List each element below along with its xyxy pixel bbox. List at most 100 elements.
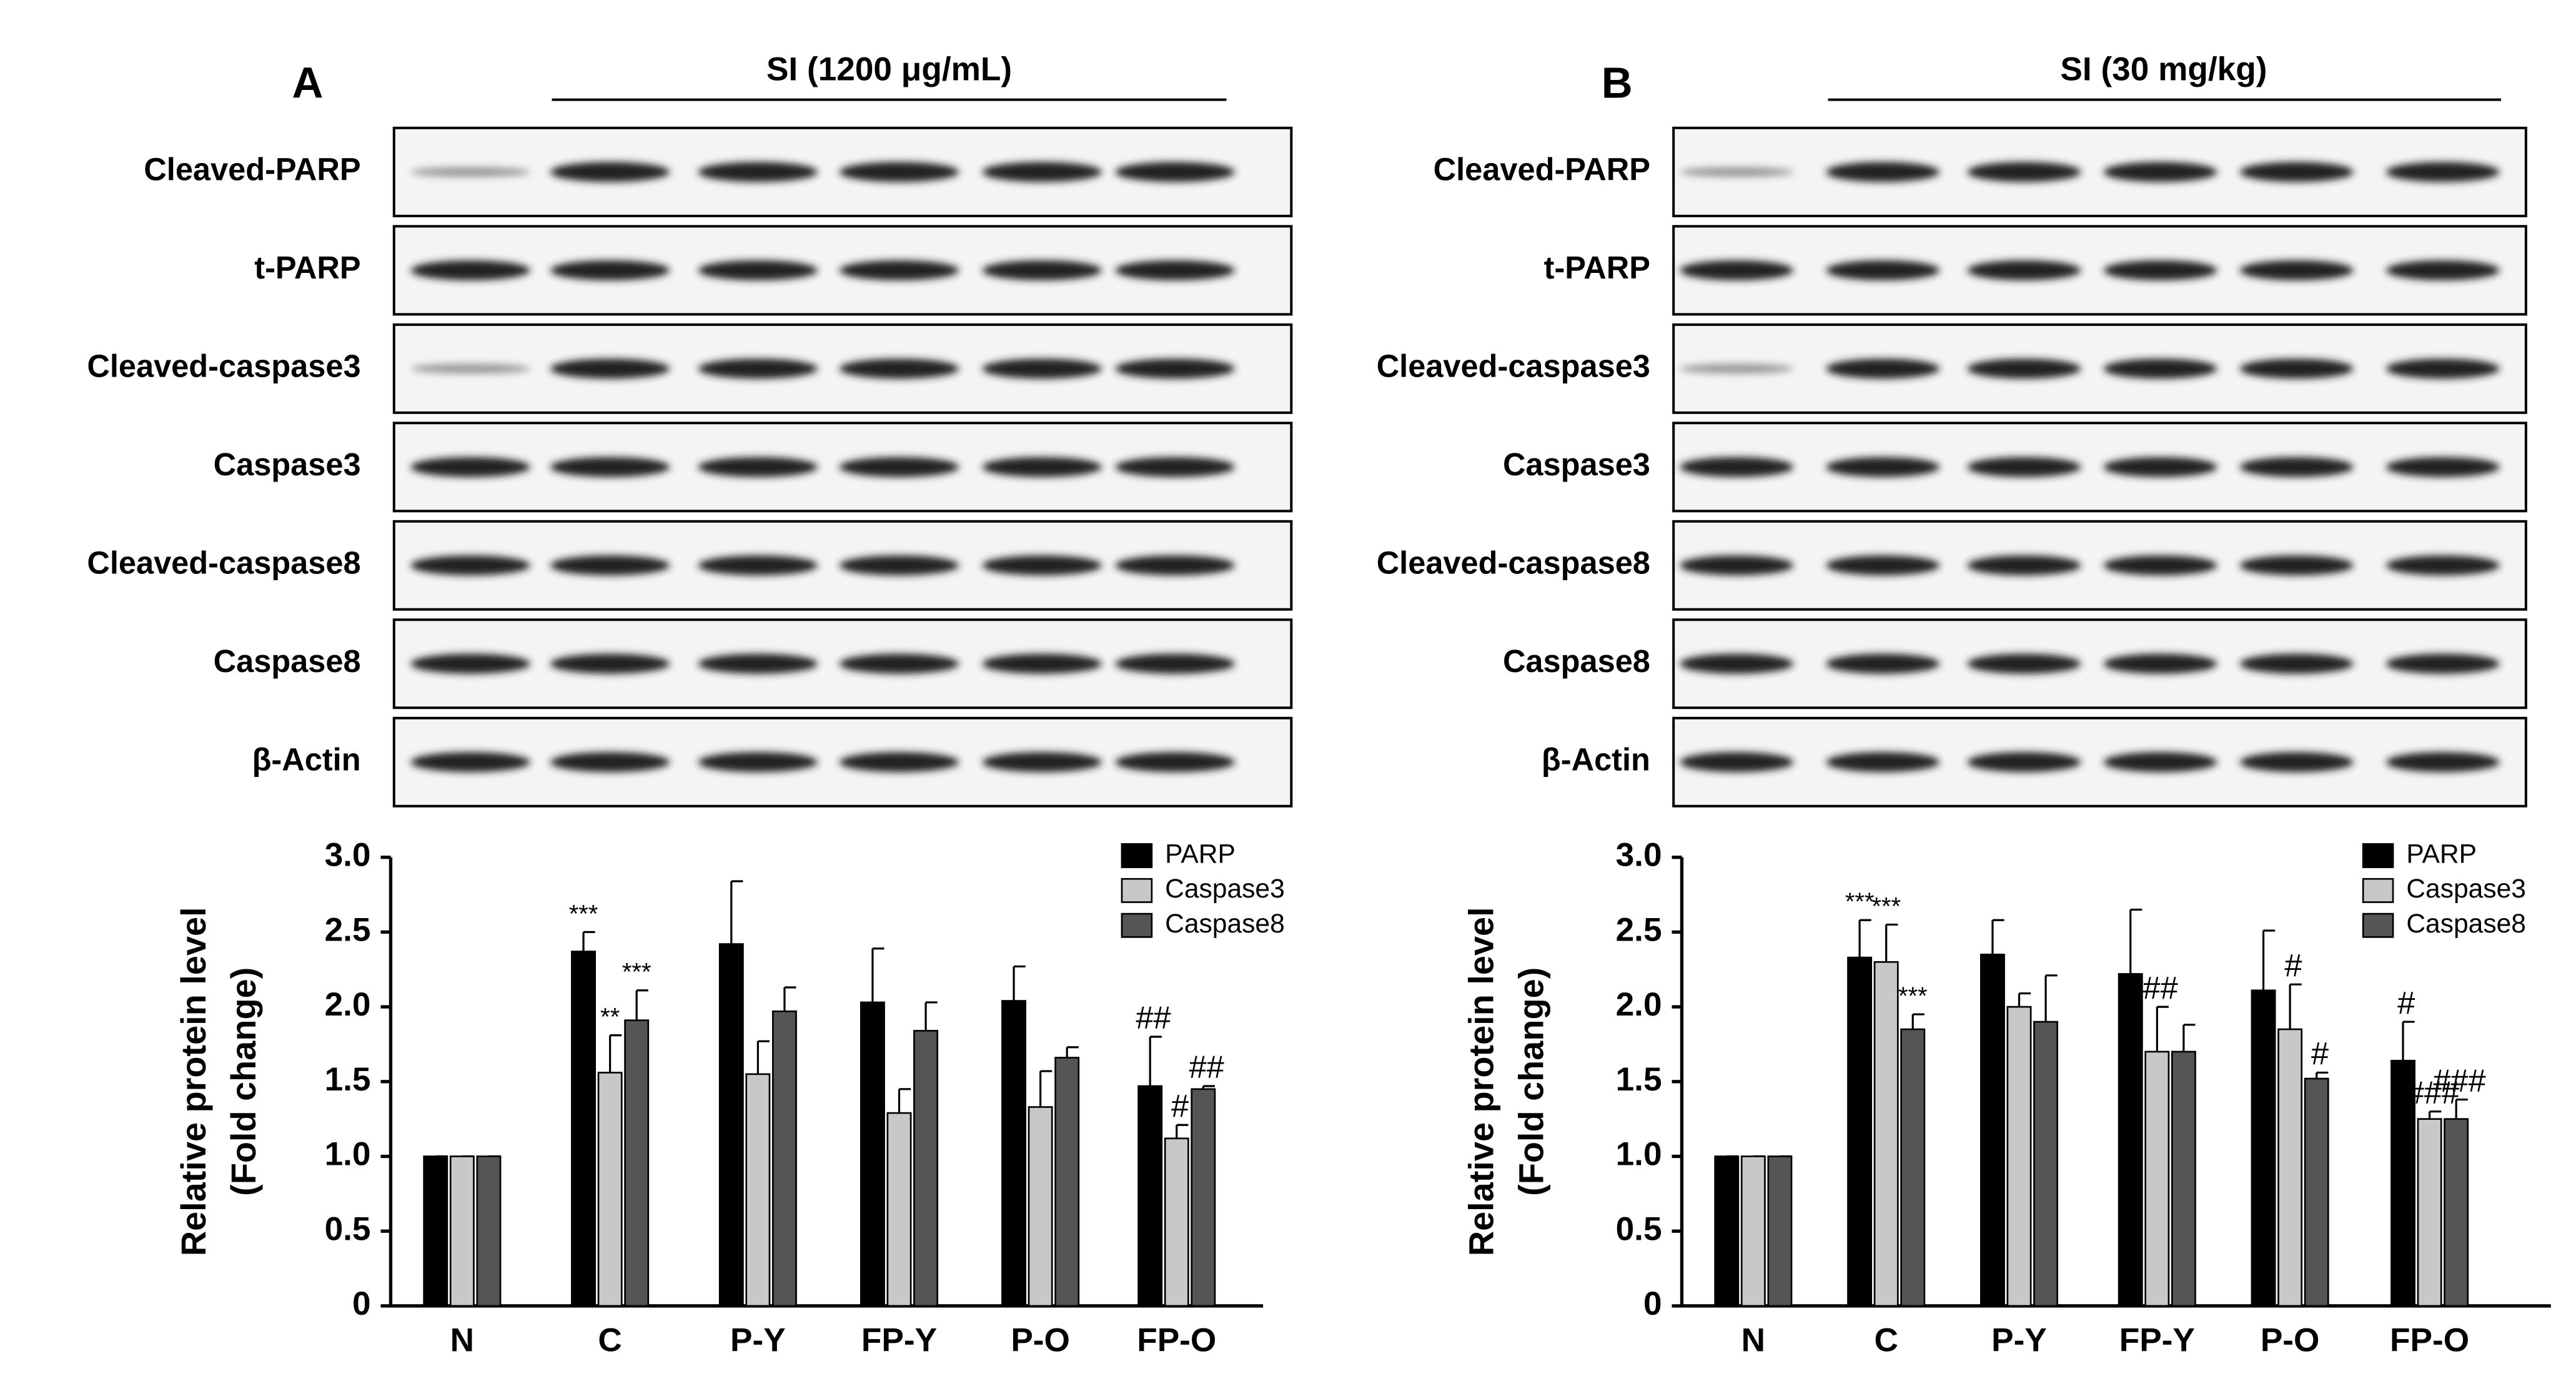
bar [2444,1118,2469,1307]
legend-label: Caspase8 [2406,909,2526,939]
x-tick-label: C [598,1322,622,1359]
blot-band [1680,167,1794,177]
blot-band [1680,653,1794,674]
bar [2304,1077,2329,1307]
bar [1054,1057,1080,1307]
y-tick-label: 1.5 [1616,1061,1662,1098]
blot-band [1680,555,1794,576]
bar [2118,973,2143,1307]
blot-band [1115,457,1235,477]
blot-band [1826,653,1940,674]
bar [913,1030,939,1307]
x-tick-label: P-Y [730,1322,786,1359]
legend-swatch [2362,877,2394,903]
blot-band [550,555,670,576]
bar [1028,1106,1053,1307]
blot-band [1680,363,1794,374]
blot-label: Cleaved-caspase3 [87,348,360,384]
blot-band [550,752,670,773]
blot-band [839,457,959,477]
y-tick-label: 0.5 [1616,1210,1662,1247]
blot-band [982,358,1102,379]
blot-label: Cleaved-caspase8 [87,545,360,581]
blot-band [410,653,530,674]
significance-label: ### [2433,1062,2485,1098]
legend-label: PARP [1165,839,1236,869]
bar [2033,1021,2059,1307]
header: SI (1200 μg/mL) [766,51,1012,87]
significance-label: ** [600,1004,620,1031]
significance-label: *** [1898,982,1928,1010]
significance-label: # [2284,947,2302,983]
significance-label: # [2311,1035,2329,1071]
blot-label: Caspase3 [1503,447,1650,482]
blot-band [982,162,1102,182]
blot-band [1115,260,1235,280]
bar [1191,1088,1216,1307]
blot-band [1826,162,1940,182]
legend-label: Caspase3 [2406,874,2526,904]
blot-label: Cleaved-PARP [1434,152,1650,187]
blot-band [1967,457,2081,477]
blot-band [982,752,1102,773]
blot-band [2385,260,2500,280]
significance-label: ## [1136,1000,1171,1035]
blot-band [698,555,818,576]
blot-label: t-PARP [1544,250,1650,285]
blot-band [1826,752,1940,773]
x-tick-label: N [1741,1322,1765,1359]
blot-label: β-Actin [252,742,361,778]
blot-band [2239,653,2354,674]
x-tick-label: FP-Y [2119,1322,2195,1359]
bar [1900,1028,1926,1307]
bar [597,1072,623,1307]
legend-swatch [2362,912,2394,938]
header: SI (30 mg/kg) [2060,51,2267,87]
blot-band [2239,457,2354,477]
x-tick-label: FP-O [2390,1322,2469,1359]
blot-band [2239,555,2354,576]
blot-band [982,555,1102,576]
legend-swatch [1121,912,1153,938]
blot-band [2385,358,2500,379]
legend-swatch [2362,843,2394,868]
y-tick-label: 1.0 [325,1136,371,1173]
blot-band [2103,358,2217,379]
blot-frame [1672,716,2527,808]
blot-band [410,457,530,477]
blot-band [410,752,530,773]
blot-label: Cleaved-PARP [144,152,360,187]
blot-band [410,260,530,280]
bar [1001,1000,1027,1307]
y-tick-label: 1.5 [325,1061,371,1098]
bar [571,951,597,1307]
blot-band [550,358,670,379]
blot-band [698,260,818,280]
y-axis-label: (Fold change) [1511,967,1550,1196]
blot-band [1826,457,1940,477]
legend-swatch [1121,877,1153,903]
y-tick-label: 2.5 [1616,911,1662,948]
blot-label: β-Actin [1542,742,1650,778]
blot-label: t-PARP [254,250,360,285]
blot-band [1826,260,1940,280]
blot-band [839,162,959,182]
blot-band [2103,162,2217,182]
legend-swatch [1121,843,1153,868]
blot-band [410,167,530,177]
blot-band [550,457,670,477]
y-tick-label: 2.5 [325,911,371,948]
panel-label: B [1602,59,1633,107]
blot-band [2103,457,2217,477]
blot-band [698,653,818,674]
bar [1714,1155,1740,1307]
y-tick-label: 0 [1643,1285,1662,1322]
bar [476,1155,502,1307]
blot-band [1967,555,2081,576]
blot-band [1826,358,1940,379]
significance-label: *** [622,959,651,986]
blot-band [2385,162,2500,182]
bar [2417,1118,2442,1307]
bar [2277,1028,2303,1307]
